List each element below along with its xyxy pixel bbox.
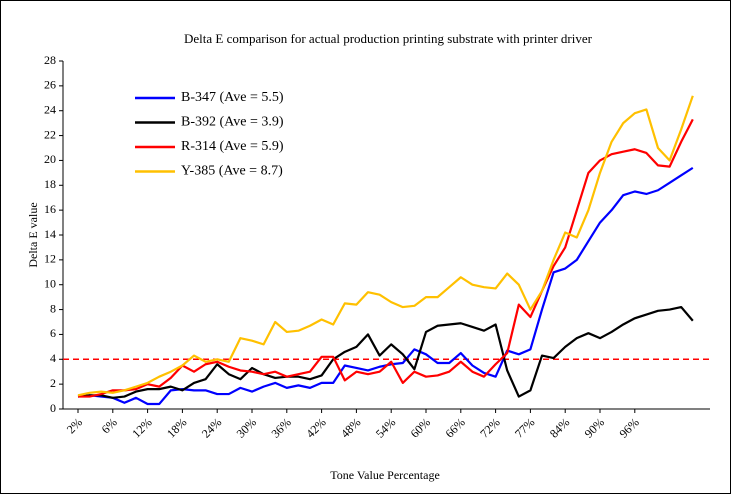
series-line xyxy=(77,95,694,397)
legend-label: B-347 (Ave = 5.5) xyxy=(181,90,284,105)
y-tick-label: 28 xyxy=(44,53,56,67)
y-axis-label: Delta E value xyxy=(26,202,40,267)
y-tick-label: 6 xyxy=(50,326,56,340)
series-line xyxy=(77,305,694,399)
y-tick-label: 2 xyxy=(50,376,56,390)
y-tick-label: 22 xyxy=(44,127,56,141)
x-axis-label: Tone Value Percentage xyxy=(330,468,440,482)
chart-title: Delta E comparison for actual production… xyxy=(184,31,593,46)
y-tick-label: 4 xyxy=(50,351,56,365)
y-tick-label: 16 xyxy=(44,202,56,216)
y-tick-label: 0 xyxy=(50,401,56,415)
y-tick-label: 8 xyxy=(50,301,56,315)
legend-label: R-314 (Ave = 5.9) xyxy=(181,139,284,154)
y-tick-label: 10 xyxy=(44,276,56,290)
y-tick-label: 24 xyxy=(44,102,56,116)
legend-label: Y-385 (Ave = 8.7) xyxy=(181,164,283,179)
y-tick-label: 26 xyxy=(44,78,56,92)
y-tick-label: 18 xyxy=(44,177,56,191)
y-tick-label: 20 xyxy=(44,152,56,166)
legend-label: B-392 (Ave = 3.9) xyxy=(181,115,284,130)
y-tick-label: 12 xyxy=(44,252,56,266)
y-tick-label: 14 xyxy=(44,227,56,241)
